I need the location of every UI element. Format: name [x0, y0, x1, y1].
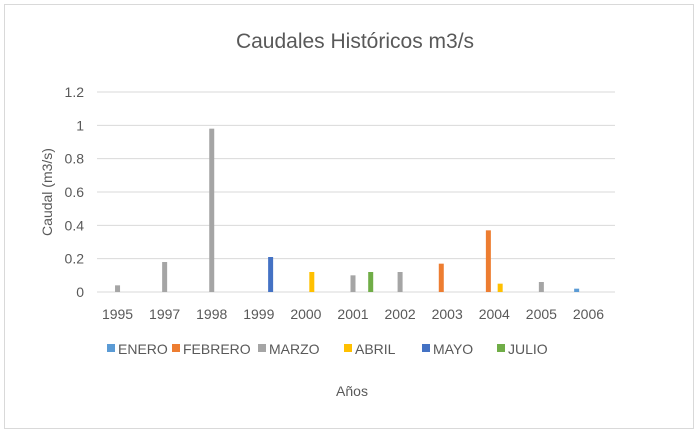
bar-febrero-2004: [485, 230, 491, 292]
x-tick-label: 1997: [149, 306, 180, 322]
legend-label-enero: ENERO: [118, 341, 168, 357]
bar-marzo-2001: [350, 275, 356, 292]
bar-marzo-1998: [209, 128, 215, 292]
bar-marzo-2002: [397, 272, 403, 292]
legend-label-julio: JULIO: [508, 341, 548, 357]
x-tick-label: 2005: [526, 306, 557, 322]
bar-mayo-1999: [268, 257, 274, 292]
legend-swatch-abril: [344, 344, 352, 352]
y-tick-label: 0.6: [65, 184, 85, 200]
y-tick-label: 0.2: [65, 251, 85, 267]
legend-label-abril: ABRIL: [355, 341, 396, 357]
x-tick-label: 2004: [479, 306, 510, 322]
legend-swatch-mayo: [422, 344, 430, 352]
bar-julio-2001: [368, 272, 374, 292]
y-tick-label: 0.8: [65, 151, 85, 167]
y-axis-label: Caudal (m3/s): [39, 148, 55, 236]
bar-febrero-2003: [438, 263, 444, 292]
legend-label-febrero: FEBRERO: [183, 341, 251, 357]
y-tick-label: 0.4: [65, 217, 85, 233]
legend-label-marzo: MARZO: [269, 341, 320, 357]
bar-abril-2004: [497, 283, 503, 292]
y-tick-label: 1.2: [65, 84, 85, 100]
bar-enero-2006: [574, 288, 580, 292]
bar-abril-2000: [309, 272, 315, 292]
legend-swatch-julio: [497, 344, 505, 352]
x-tick-label: 1998: [196, 306, 227, 322]
bar-marzo-1997: [162, 262, 168, 292]
bar-marzo-2005: [538, 282, 544, 292]
x-axis-label: Años: [336, 383, 368, 399]
x-tick-label: 1999: [243, 306, 274, 322]
legend-swatch-marzo: [258, 344, 266, 352]
chart-title: Caudales Históricos m3/s: [236, 30, 474, 53]
y-tick-label: 0: [76, 284, 84, 300]
legend-label-mayo: MAYO: [433, 341, 473, 357]
bar-marzo-1995: [115, 285, 121, 292]
y-tick-label: 1: [76, 117, 84, 133]
x-tick-label: 2001: [337, 306, 368, 322]
chart-frame: [4, 4, 694, 429]
legend-swatch-enero: [107, 344, 115, 352]
x-tick-label: 2002: [385, 306, 416, 322]
x-tick-label: 2006: [573, 306, 604, 322]
x-tick-label: 1995: [102, 306, 133, 322]
legend-swatch-febrero: [172, 344, 180, 352]
x-tick-label: 2003: [432, 306, 463, 322]
x-tick-label: 2000: [290, 306, 321, 322]
